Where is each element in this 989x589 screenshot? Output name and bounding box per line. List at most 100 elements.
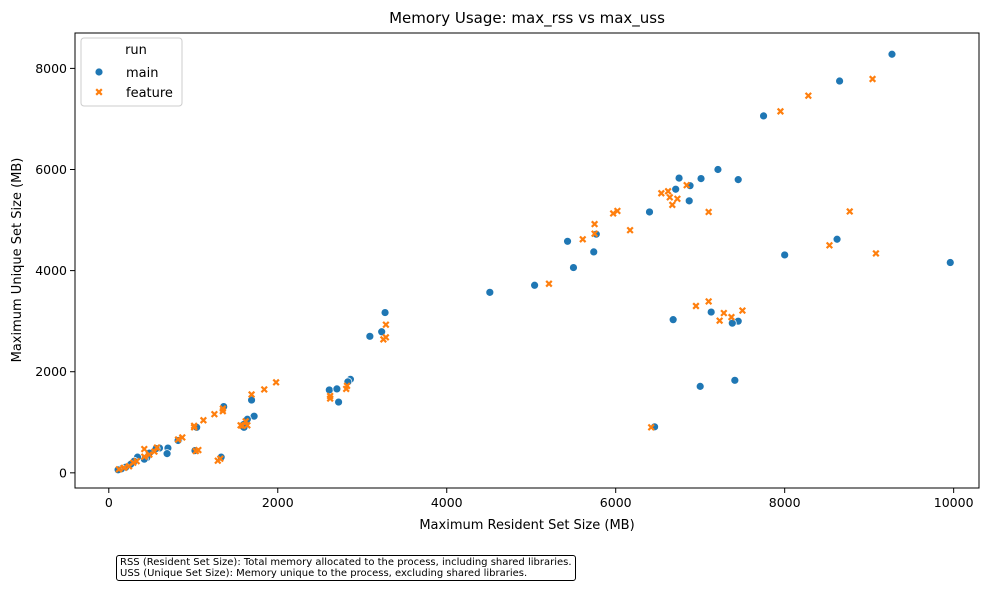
point-feature <box>247 390 256 399</box>
chart-title: Memory Usage: max_rss vs max_uss <box>389 9 665 28</box>
plot-area-frame <box>74 32 980 489</box>
y-tick-label: 4000 <box>35 263 67 278</box>
point-feature <box>219 407 227 415</box>
point-main <box>645 207 654 217</box>
point-main <box>671 184 681 194</box>
point-feature <box>591 220 599 228</box>
point-feature <box>609 209 617 218</box>
point-main <box>759 111 768 121</box>
point-feature <box>199 416 207 424</box>
y-tick-label: 8000 <box>35 61 67 76</box>
point-feature <box>657 189 665 197</box>
point-feature <box>692 302 700 310</box>
y-axis: 0 2000 4000 6000 8000 <box>35 61 75 480</box>
point-feature <box>382 321 390 329</box>
point-main <box>695 381 705 391</box>
point-main <box>945 258 955 267</box>
point-main <box>706 307 716 317</box>
point-feature <box>846 207 854 216</box>
point-feature <box>683 181 691 189</box>
x-tick-label: 4000 <box>431 495 463 510</box>
point-main <box>162 449 172 459</box>
point-feature <box>705 208 713 216</box>
x-tick-label: 0 <box>105 495 113 510</box>
point-main <box>377 327 387 337</box>
y-tick-label: 2000 <box>35 364 67 379</box>
legend-title: run <box>125 43 147 58</box>
point-main <box>832 234 842 244</box>
point-main <box>247 395 256 405</box>
point-feature <box>666 193 674 201</box>
data-points <box>113 49 955 475</box>
note-uss-line: USS (Unique Set Size): Memory unique to … <box>120 568 528 579</box>
point-feature <box>647 423 655 431</box>
point-feature <box>115 465 123 473</box>
x-tick-label: 8000 <box>769 495 801 510</box>
point-main <box>589 247 599 257</box>
point-main <box>380 308 390 317</box>
point-feature <box>145 451 153 459</box>
point-main <box>674 173 684 183</box>
point-feature <box>140 453 148 461</box>
point-feature <box>591 230 599 238</box>
point-feature <box>238 422 246 430</box>
point-feature <box>738 306 747 315</box>
legend-main-marker <box>94 67 104 77</box>
point-main <box>485 287 495 297</box>
point-main <box>780 250 790 260</box>
point-feature <box>260 385 268 393</box>
y-axis-label: Maximum Unique Set Size (MB) <box>10 158 25 363</box>
point-feature <box>727 313 736 321</box>
point-feature <box>178 433 186 442</box>
point-main <box>684 196 694 206</box>
point-feature <box>776 107 785 115</box>
point-feature <box>613 207 621 215</box>
point-feature <box>150 448 158 456</box>
point-feature <box>705 297 713 306</box>
point-main <box>569 263 578 272</box>
y-tick-label: 0 <box>59 465 67 480</box>
point-feature <box>579 235 587 243</box>
legend-feature-label: feature <box>126 86 173 101</box>
point-feature <box>716 317 724 325</box>
point-feature <box>545 280 553 288</box>
legend-box <box>80 37 183 107</box>
point-main <box>668 315 678 325</box>
point-feature <box>125 462 133 470</box>
point-main <box>887 49 897 59</box>
legend-feature-x <box>95 88 103 96</box>
point-feature <box>214 457 222 465</box>
point-feature <box>872 249 880 258</box>
x-tick-label: 6000 <box>600 495 632 510</box>
y-tick-label: 6000 <box>35 162 67 177</box>
point-feature <box>379 335 387 343</box>
point-main <box>563 236 572 246</box>
point-main <box>334 397 343 407</box>
point-feature <box>673 195 681 203</box>
point-feature <box>326 394 334 403</box>
point-main <box>835 76 844 86</box>
point-feature <box>210 410 218 418</box>
point-main <box>730 375 740 385</box>
x-axis-label: Maximum Resident Set Size (MB) <box>419 518 634 533</box>
point-feature <box>272 378 280 386</box>
point-feature <box>342 385 350 393</box>
point-main <box>365 331 375 341</box>
note-rss-line: RSS (Resident Set Size): Total memory al… <box>120 557 572 568</box>
legend-feature-marker <box>95 88 103 96</box>
point-feature <box>664 187 672 195</box>
point-main <box>696 174 706 184</box>
point-main <box>733 175 743 185</box>
annotation-note: RSS (Resident Set Size): Total memory al… <box>116 555 576 581</box>
point-feature <box>668 201 676 209</box>
legend: run main feature <box>80 37 183 107</box>
point-feature <box>174 435 182 444</box>
point-main <box>530 280 540 290</box>
point-feature <box>804 92 812 100</box>
point-main <box>332 384 342 394</box>
point-feature <box>120 464 128 472</box>
x-tick-label: 10000 <box>934 495 974 510</box>
x-axis: 0 2000 4000 6000 8000 10000 <box>105 488 974 510</box>
point-feature <box>192 447 200 455</box>
